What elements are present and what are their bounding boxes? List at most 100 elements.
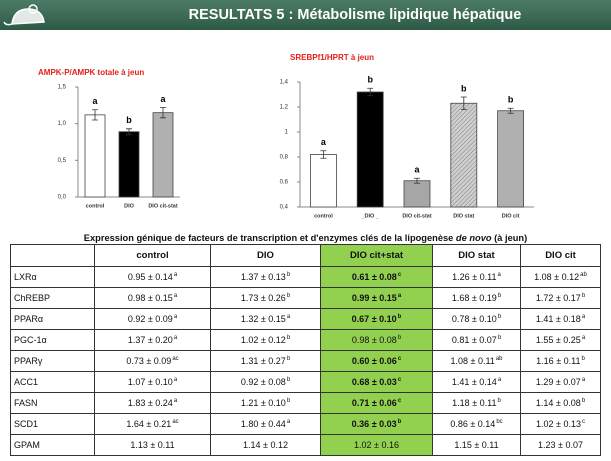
caption-text: (à jeun) — [492, 233, 528, 243]
significance-letter: b — [287, 377, 290, 383]
significance-letter: b — [498, 314, 501, 320]
y-tick-label: 1,4 — [280, 80, 289, 86]
y-tick-label: 0,0 — [58, 195, 67, 201]
significance-letter: ab — [496, 356, 503, 362]
bar — [85, 115, 105, 197]
significance-letter: ac — [172, 419, 178, 425]
cell-value: 1.18 ± 0.11 — [452, 398, 496, 408]
significance-letter: a — [582, 335, 585, 341]
cell-value: 0.73 ± 0.09 — [126, 356, 171, 366]
cell-value: 1.14 ± 0.12 — [243, 440, 288, 450]
corner-cell — [11, 245, 95, 267]
table-cell: 1.08 ± 0.11ab — [433, 351, 521, 372]
bar — [451, 103, 477, 207]
significance-letter: a — [414, 165, 420, 175]
significance-letter: a — [398, 293, 401, 299]
significance-letter: c — [398, 272, 401, 278]
significance-letter: a — [287, 314, 290, 320]
x-tick-label: control — [314, 213, 333, 219]
significance-letter: b — [287, 335, 290, 341]
significance-letter: c — [582, 419, 585, 425]
y-tick-label: 1,5 — [58, 85, 67, 91]
cell-value: 1.68 ± 0.19 — [452, 293, 497, 303]
table-cell: 0.95 ± 0.14a — [95, 267, 211, 288]
cell-value: 0.61 ± 0.08 — [352, 272, 397, 282]
cell-value: 1.55 ± 0.25 — [536, 335, 581, 345]
significance-letter: c — [398, 377, 401, 383]
cell-value: 1.80 ± 0.44 — [241, 419, 286, 429]
cell-value: 0.81 ± 0.07 — [452, 335, 497, 345]
cell-value: 1.37 ± 0.13 — [241, 272, 286, 282]
table-cell: 1.55 ± 0.25a — [521, 330, 601, 351]
table-cell: 0.98 ± 0.08b — [321, 330, 433, 351]
table-cell: 1.72 ± 0.17b — [521, 288, 601, 309]
cell-value: 0.92 ± 0.08 — [241, 377, 286, 387]
column-header: DIO cit — [521, 245, 601, 267]
cell-value: 0.92 ± 0.09 — [128, 314, 173, 324]
significance-letter: a — [174, 293, 177, 299]
significance-letter: a — [174, 314, 177, 320]
cell-value: 0.68 ± 0.03 — [352, 377, 397, 387]
cell-value: 1.07 ± 0.10 — [128, 377, 173, 387]
table-row: PGC-1α1.37 ± 0.20a1.02 ± 0.12b0.98 ± 0.0… — [11, 330, 601, 351]
table-cell: 1.23 ± 0.07 — [521, 435, 601, 456]
significance-letter: b — [126, 115, 132, 125]
cell-value: 0.86 ± 0.14 — [450, 419, 495, 429]
cell-value: 1.72 ± 0.17 — [536, 293, 581, 303]
significance-letter: b — [498, 293, 501, 299]
table-cell: 1.68 ± 0.19b — [433, 288, 521, 309]
cell-value: 1.41 ± 0.18 — [536, 314, 581, 324]
cell-value: 0.98 ± 0.08 — [352, 335, 397, 345]
table-cell: 1.41 ± 0.18a — [521, 309, 601, 330]
cell-value: 1.02 ± 0.13 — [536, 419, 581, 429]
significance-letter: a — [160, 94, 166, 104]
significance-letter: a — [498, 377, 501, 383]
cell-value: 0.60 ± 0.06 — [352, 356, 397, 366]
cell-value: 1.16 ± 0.11 — [536, 356, 580, 366]
y-tick-label: 1,0 — [58, 121, 67, 127]
caption-italic: de novo — [456, 233, 492, 243]
table-cell: 1.15 ± 0.11 — [433, 435, 521, 456]
y-tick-label: 1,2 — [280, 105, 289, 111]
table-row: SCD11.64 ± 0.21ac1.80 ± 0.44a0.36 ± 0.03… — [11, 414, 601, 435]
table-cell: 0.68 ± 0.03c — [321, 372, 433, 393]
significance-letter: b — [461, 83, 467, 93]
table-cell: 1.02 ± 0.13c — [521, 414, 601, 435]
table-cell: 0.86 ± 0.14bc — [433, 414, 521, 435]
table-cell: 1.21 ± 0.10b — [211, 393, 321, 414]
column-header: DIO — [211, 245, 321, 267]
significance-letter: b — [508, 95, 514, 105]
cell-value: 1.64 ± 0.21 — [126, 419, 171, 429]
cell-value: 1.73 ± 0.26 — [241, 293, 286, 303]
y-tick-label: 1 — [285, 130, 289, 136]
significance-letter: b — [287, 293, 290, 299]
table-cell: 1.18 ± 0.11b — [433, 393, 521, 414]
row-label: PGC-1α — [11, 330, 95, 351]
y-tick-label: 0,8 — [280, 155, 289, 161]
table-row: PPARγ0.73 ± 0.09ac1.31 ± 0.27b0.60 ± 0.0… — [11, 351, 601, 372]
table-cell: 1.16 ± 0.11b — [521, 351, 601, 372]
row-label: PPARγ — [11, 351, 95, 372]
table-cell: 1.29 ± 0.07a — [521, 372, 601, 393]
table-cell: 1.83 ± 0.24a — [95, 393, 211, 414]
x-tick-label: _DIO _ — [360, 213, 379, 219]
cell-value: 0.78 ± 0.10 — [452, 314, 497, 324]
table-cell: 0.92 ± 0.09a — [95, 309, 211, 330]
table-cell: 0.36 ± 0.03b — [321, 414, 433, 435]
significance-letter: a — [174, 398, 177, 404]
cell-value: 1.15 ± 0.11 — [454, 440, 498, 450]
y-tick-label: 0,5 — [58, 158, 67, 164]
significance-letter: a — [582, 377, 585, 383]
significance-letter: b — [287, 398, 290, 404]
table-cell: 1.08 ± 0.12ab — [521, 267, 601, 288]
cell-value: 1.37 ± 0.20 — [128, 335, 173, 345]
y-tick-label: 0,4 — [280, 205, 289, 211]
chart-title: AMPK-P/AMPK totale à jeun — [38, 68, 144, 77]
cell-value: 1.08 ± 0.11 — [451, 356, 495, 366]
cell-value: 1.21 ± 0.10 — [241, 398, 286, 408]
cell-value: 1.14 ± 0.08 — [536, 398, 581, 408]
